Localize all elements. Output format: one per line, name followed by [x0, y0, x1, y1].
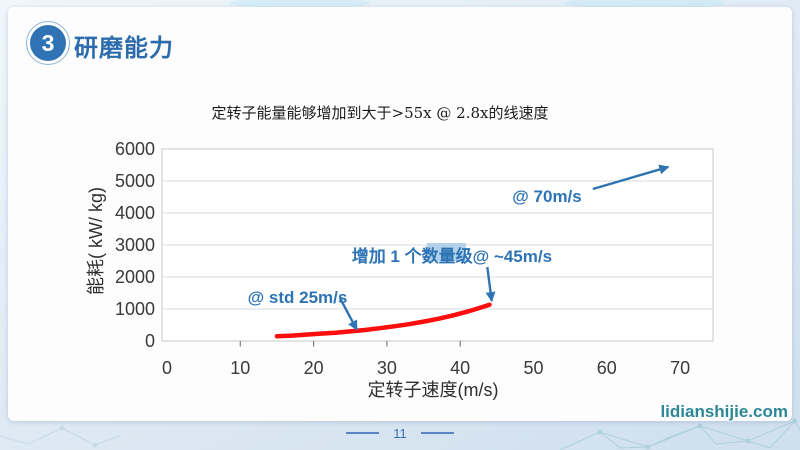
annotation-std-25ms-arrow	[338, 297, 358, 331]
subtitle: 定转子能量能够增加到大于>55x @ 2.8x的线速度	[211, 104, 549, 122]
section-number-badge: 3	[26, 21, 70, 65]
y-tick-label: 2000	[115, 267, 155, 287]
energy-curve	[274, 302, 492, 339]
y-tick-label: 5000	[115, 171, 155, 191]
page-title: 研磨能力	[74, 35, 174, 62]
top-glow-decoration	[565, 0, 725, 9]
watermark: lidianshijie.com	[660, 402, 788, 421]
y-tick-label: 4000	[115, 203, 155, 223]
x-tick-label: 0	[162, 358, 172, 378]
network-decoration-bottom-left	[0, 425, 121, 448]
y-tick-label: 6000	[115, 139, 155, 159]
y-tick-label: 0	[145, 331, 155, 351]
annotation-70ms: @ 70m/s	[512, 187, 582, 206]
x-tick-label: 70	[670, 358, 690, 378]
annotation-order-of-magnitude-45ms: 增加 1 个数量级@ ~45m/s	[352, 246, 552, 266]
x-tick-label: 10	[230, 358, 250, 378]
annotation-70ms-arrow	[592, 164, 670, 191]
footer: 11	[0, 424, 800, 442]
y-tick-label: 1000	[115, 299, 155, 319]
annotation-std-25ms: @ std 25m/s	[248, 288, 348, 307]
network-decoration-bottom-right	[559, 418, 800, 450]
y-tick-label: 3000	[115, 235, 155, 255]
x-tick-label: 60	[597, 358, 617, 378]
y-axis-title: 能耗( kW/ kg)	[86, 187, 106, 295]
x-tick-label: 50	[523, 358, 543, 378]
footer-divider-left	[346, 432, 380, 434]
annotation-order-of-magnitude-45ms-arrow	[485, 266, 496, 302]
x-axis-title: 定转子速度(m/s)	[368, 380, 499, 400]
badge-number: 3	[30, 25, 66, 61]
top-glow-decoration	[230, 0, 370, 9]
capability-chart: 0 1000 2000 3000 4000 5000 6000 0 10 20 30 40 50 60 70…	[85, 138, 725, 408]
annotation-highlight	[426, 242, 466, 261]
x-tick-label: 20	[304, 358, 324, 378]
content-card: 3 研磨能力 定转子能量能够增加到大于>55x @ 2.8x的线速度 0 1000…	[8, 7, 792, 421]
page-number: 11	[393, 425, 407, 441]
footer-divider-right	[420, 432, 454, 434]
chart-svg: 0 1000 2000 3000 4000 5000 6000 0 10 20 30 40 50 60 70…	[86, 139, 714, 400]
x-tick-label: 30	[377, 358, 397, 378]
x-tick-label: 40	[450, 358, 470, 378]
badge-ring	[26, 21, 70, 65]
